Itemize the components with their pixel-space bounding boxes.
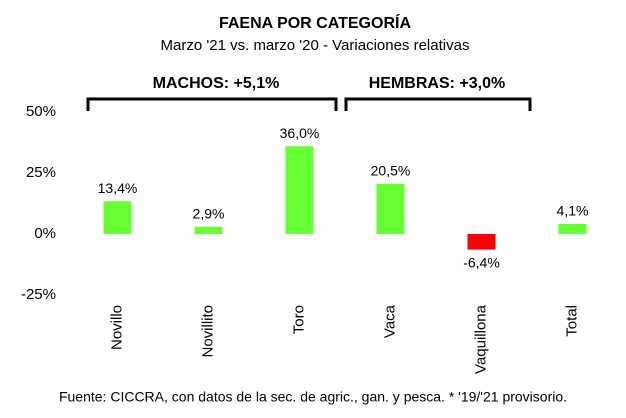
y-tick-label: 0% xyxy=(34,225,56,242)
value-label: 20,5% xyxy=(371,163,411,179)
value-label: 13,4% xyxy=(98,180,138,196)
x-tick-label: Vaquillona xyxy=(472,304,489,374)
y-tick-label: -25% xyxy=(21,286,56,303)
bar xyxy=(285,146,314,234)
x-tick-label: Toro xyxy=(290,305,307,334)
x-tick-label: Vaca xyxy=(381,304,398,338)
x-tick-label: Novillo xyxy=(108,305,125,350)
group-label: MACHOS: +5,1% xyxy=(153,75,280,92)
chart-title: FAENA POR CATEGORÍA xyxy=(219,13,411,32)
bar xyxy=(558,223,587,234)
bar xyxy=(467,234,496,250)
chart-subtitle: Marzo '21 vs. marzo '20 - Variaciones re… xyxy=(161,37,470,54)
y-tick-label: 50% xyxy=(26,103,56,120)
bracket xyxy=(86,97,338,111)
value-label: 2,9% xyxy=(193,206,225,222)
source-note: Fuente: CICCRA, con datos de la sec. de … xyxy=(59,389,567,405)
group-label: HEMBRAS: +3,0% xyxy=(369,75,505,92)
bar xyxy=(376,183,405,234)
y-tick-label: 25% xyxy=(26,164,56,181)
bar xyxy=(194,226,223,234)
x-tick-label: Novillito xyxy=(199,305,216,358)
x-tick-label: Total xyxy=(563,305,580,337)
value-label: 36,0% xyxy=(280,125,320,141)
value-label: 4,1% xyxy=(557,203,589,219)
value-label: -6,4% xyxy=(463,254,500,270)
bar xyxy=(103,201,132,234)
bracket xyxy=(344,97,532,111)
